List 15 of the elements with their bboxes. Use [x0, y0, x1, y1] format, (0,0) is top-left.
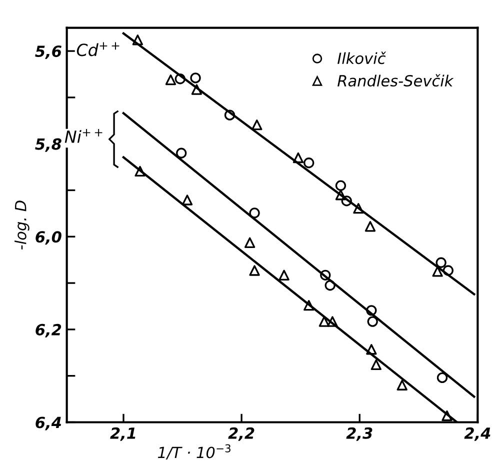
y-tick-label: 6,4	[36, 416, 62, 430]
legend-label: Randles-Sevčik	[338, 74, 454, 87]
y-tick-label: 5,6	[35, 46, 62, 60]
annotation: Cd$^{++}$	[76, 42, 120, 56]
annotation: Ni$^{++}$	[64, 129, 102, 143]
x-tick-label: 2,4	[464, 427, 490, 441]
y-tick-label: 6,2	[36, 324, 62, 338]
y-tick-label: 6,0	[36, 231, 62, 245]
legend-label: Ilkovič	[338, 52, 386, 64]
y-tick-label: 5,8	[35, 138, 62, 152]
x-tick-label: 2,2	[228, 427, 254, 441]
y-axis-title: -log. D	[14, 200, 30, 250]
x-axis-title: 1/T · 10$^{−3}$	[158, 444, 230, 460]
x-tick-label: 2,3	[346, 427, 372, 441]
x-tick-label: 2,1	[110, 427, 136, 441]
